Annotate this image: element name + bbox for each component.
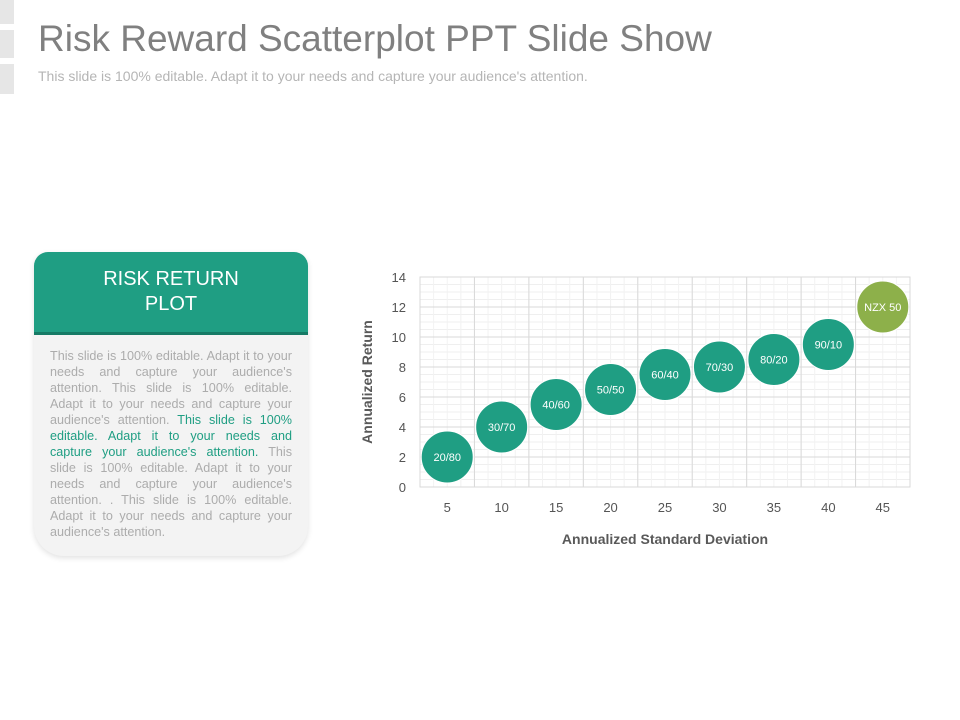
scatter-chart: 0 2 4 6 8 10 12 14 5 10 15 20 25 30 35 40 45 20/80 30/70 4… — [359, 270, 911, 547]
info-card: RISK RETURN PLOT This slide is 100% edit… — [34, 252, 308, 556]
data-point-label: 40/60 — [542, 400, 570, 412]
data-point — [747, 333, 801, 386]
slide-subtitle: This slide is 100% editable. Adapt it to… — [38, 68, 588, 84]
data-point-label: 60/40 — [651, 370, 679, 382]
x-axis-title: Annualized Standard Deviation — [562, 531, 768, 547]
y-tick-label: 2 — [399, 450, 406, 465]
x-tick-label: 15 — [549, 500, 563, 515]
y-tick-label: 12 — [392, 300, 406, 315]
data-point — [584, 363, 638, 416]
y-tick-label: 0 — [399, 480, 406, 495]
chart-points: 20/80 30/70 40/60 50/50 60/40 70/30 80/20 90/10… — [420, 280, 910, 484]
x-tick-label: 25 — [658, 500, 672, 515]
x-tick-label: 20 — [603, 500, 617, 515]
x-tick-label: 35 — [767, 500, 781, 515]
x-tick-label: 40 — [821, 500, 835, 515]
edge-decoration — [0, 0, 14, 24]
x-tick-label: 10 — [494, 500, 508, 515]
y-tick-label: 10 — [392, 330, 406, 345]
edge-decoration — [0, 64, 14, 94]
data-point — [638, 348, 692, 401]
x-tick-label: 45 — [876, 500, 890, 515]
data-point-label: 20/80 — [433, 452, 461, 464]
x-tick-label: 5 — [444, 500, 451, 515]
y-tick-label: 6 — [399, 390, 406, 405]
data-point — [420, 430, 474, 484]
data-point-label: 50/50 — [597, 385, 625, 397]
card-body-text: This slide is 100% editable. Adapt it to… — [50, 349, 292, 427]
data-point-label: 90/10 — [815, 340, 843, 352]
card-body-highlight: This slide is 100% editable. Adapt it to… — [50, 413, 293, 459]
data-point-label: 70/30 — [706, 362, 734, 374]
y-tick-label: 4 — [399, 420, 406, 435]
slide-title: Risk Reward Scatterplot PPT Slide Show — [38, 18, 712, 59]
card-body: This slide is 100% editable. Adapt it to… — [50, 348, 292, 540]
edge-decoration — [0, 30, 14, 58]
data-point — [529, 378, 583, 431]
data-point — [475, 400, 529, 454]
card-body-text: This slide is 100% editable. Adapt it to… — [50, 445, 292, 539]
data-point-label: 30/70 — [488, 422, 516, 434]
y-tick-label: 8 — [399, 360, 406, 375]
data-point-label: 80/20 — [760, 355, 788, 367]
data-point — [801, 318, 855, 371]
card-title: RISK RETURN PLOT — [103, 268, 239, 315]
data-point-label: NZX 50 — [864, 302, 901, 314]
y-tick-label: 14 — [392, 270, 406, 285]
chart-ticks: 0 2 4 6 8 10 12 14 5 10 15 20 25 30 35 40 45 — [392, 270, 890, 515]
data-point — [856, 280, 910, 334]
y-axis-title: Annualized Return — [359, 320, 375, 444]
data-point — [692, 340, 746, 394]
card-header: RISK RETURN PLOT — [34, 252, 308, 335]
x-tick-label: 30 — [712, 500, 726, 515]
